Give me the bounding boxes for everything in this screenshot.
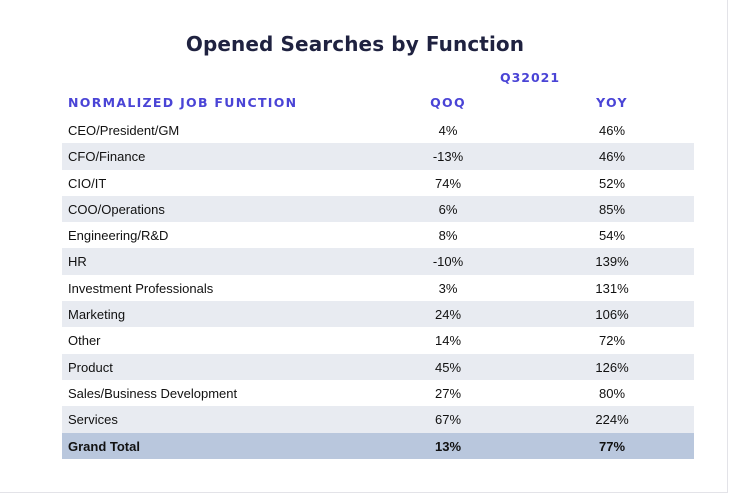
cell-yoy: 139% xyxy=(595,254,629,270)
cell-qoq: 74% xyxy=(434,175,462,191)
table-row: Investment Professionals 3% 131% xyxy=(62,275,694,301)
table-row: Product 45% 126% xyxy=(62,353,694,380)
table-row: CFO/Finance -13% 46% xyxy=(62,143,694,170)
page-title: Opened Searches by Function xyxy=(185,32,525,56)
cell-function: Grand Total xyxy=(68,438,140,454)
cell-function: CFO/Finance xyxy=(68,149,146,165)
table-row: Services 67% 224% xyxy=(62,406,694,433)
cell-yoy: 46% xyxy=(598,149,626,165)
period-label: Q32021 xyxy=(499,70,561,85)
cell-qoq: 24% xyxy=(434,307,462,323)
cell-yoy: 72% xyxy=(598,333,626,349)
cell-yoy: 54% xyxy=(598,228,626,244)
cell-function: HR xyxy=(68,254,87,270)
cell-qoq: 27% xyxy=(434,385,462,401)
table-row: Sales/Business Development 27% 80% xyxy=(62,380,694,406)
column-header-qoq: QOQ xyxy=(430,95,466,110)
cell-yoy: 224% xyxy=(595,412,629,428)
grand-total-row: Grand Total 13% 77% xyxy=(62,432,694,459)
table-body: CEO/President/GM 4% 46% CFO/Finance -13%… xyxy=(62,117,694,459)
cell-qoq: 4% xyxy=(438,123,458,138)
cell-qoq: 14% xyxy=(434,333,462,349)
cell-yoy: 46% xyxy=(598,123,626,138)
table-row: CEO/President/GM 4% 46% xyxy=(62,117,694,143)
column-header-yoy: YOY xyxy=(596,95,628,110)
cell-yoy: 77% xyxy=(598,438,626,454)
cell-function: Marketing xyxy=(68,307,126,323)
cell-function: Other xyxy=(68,333,101,349)
cell-qoq: 6% xyxy=(438,201,458,217)
table-row: COO/Operations 6% 85% xyxy=(62,195,694,223)
cell-function: Services xyxy=(68,412,118,428)
table-row: Marketing 24% 106% xyxy=(62,301,694,328)
table-row: Engineering/R&D 8% 54% xyxy=(62,222,694,248)
cell-yoy: 52% xyxy=(598,175,626,191)
cell-function: CEO/President/GM xyxy=(68,123,180,138)
cell-qoq: 13% xyxy=(434,438,462,454)
cell-qoq: 67% xyxy=(434,412,462,428)
cell-yoy: 85% xyxy=(598,201,626,217)
table-row: CIO/IT 74% 52% xyxy=(62,170,694,196)
cell-yoy: 106% xyxy=(595,307,629,323)
cell-yoy: 126% xyxy=(595,359,629,375)
table-header: NORMALIZED JOB FUNCTION QOQ YOY xyxy=(62,93,694,113)
cell-function: COO/Operations xyxy=(68,201,165,217)
cell-yoy: 80% xyxy=(598,385,626,401)
column-header-function: NORMALIZED JOB FUNCTION xyxy=(68,95,298,110)
cell-function: Sales/Business Development xyxy=(68,385,238,401)
cell-function: Engineering/R&D xyxy=(68,228,169,244)
cell-yoy: 131% xyxy=(595,280,629,296)
cell-function: Investment Professionals xyxy=(68,280,214,296)
cell-function: CIO/IT xyxy=(68,175,107,191)
cell-qoq: 8% xyxy=(438,228,458,244)
cell-qoq: -13% xyxy=(432,149,464,165)
table-row: Other 14% 72% xyxy=(62,327,694,353)
cell-function: Product xyxy=(68,359,113,375)
cell-qoq: 3% xyxy=(438,280,458,296)
cell-qoq: 45% xyxy=(434,359,462,375)
table-row: HR -10% 139% xyxy=(62,248,694,275)
cell-qoq: -10% xyxy=(432,254,464,270)
